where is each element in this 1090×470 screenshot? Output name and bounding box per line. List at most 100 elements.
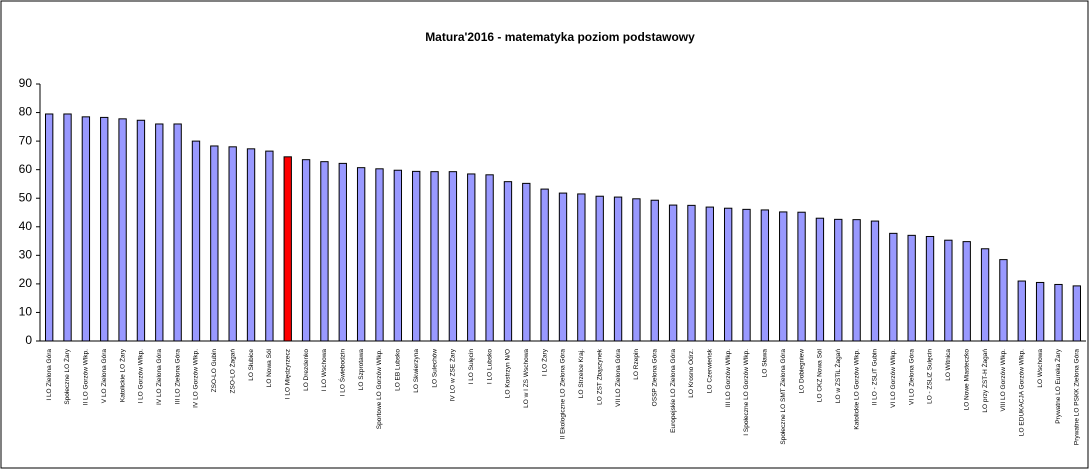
x-tick-label: LO Szprotawa	[358, 349, 365, 391]
bar	[485, 174, 494, 342]
y-tick-label: 0	[25, 333, 32, 347]
bar	[925, 235, 935, 342]
x-tick-label: IV LO Zielona Góra	[156, 349, 163, 405]
bar	[687, 204, 696, 342]
x-tick-label: I LO Świebodzin	[338, 349, 347, 397]
bar	[1054, 283, 1063, 342]
x-tick-label: Katolickie LO Gorzów Wlkp.	[853, 349, 860, 430]
x-tick-label: III LO Zielona Góra	[174, 349, 181, 405]
bar	[1017, 280, 1026, 342]
y-tick-label: 40	[19, 219, 33, 233]
bar	[356, 167, 366, 342]
x-tick-label: LO Strzelce Kraj.	[578, 349, 585, 398]
bar	[228, 146, 237, 342]
x-tick-label: LO Sulechów	[431, 349, 438, 388]
bar	[577, 193, 586, 342]
x-tick-label: Katolickie LO Żary	[117, 348, 126, 402]
x-tick-label: I LO Międzyrzecz	[284, 349, 291, 399]
bar	[742, 208, 751, 342]
x-tick-label: LO Sława	[762, 349, 769, 378]
bar	[1072, 285, 1081, 342]
x-tick-label: LO Nowe Miasteczko	[963, 349, 970, 411]
x-tick-label: LO przy ZST-H Żagań	[980, 349, 989, 413]
bar	[173, 123, 182, 342]
x-tick-label: LO Krosno Odrz.	[688, 349, 695, 398]
x-tick-label: VI LO Zielona Góra	[908, 349, 915, 405]
bar	[246, 148, 256, 342]
y-tick-label: 90	[19, 76, 33, 90]
bar	[760, 209, 770, 342]
x-tick-label: LO w ZSTiL Żagań	[833, 349, 842, 403]
bar	[632, 198, 641, 342]
x-tick-label: I LO Wschowa	[321, 349, 328, 392]
bar	[944, 239, 953, 342]
x-tick-label: II LO - ZSLiT Gubin	[872, 349, 879, 406]
x-tick-label: LO w I ZS Wschowa	[523, 349, 530, 408]
x-tick-label: VII LO Zielona Góra	[615, 349, 622, 407]
bar	[375, 168, 384, 342]
x-tick-label: I LO Gorzów Wlkp.	[138, 349, 145, 404]
x-tick-label: LO Słubice	[248, 349, 255, 381]
x-tick-label: LO - ZSLiZ Sulęcin	[927, 349, 934, 404]
bar	[320, 161, 329, 342]
y-tick-label: 30	[19, 248, 33, 262]
bar	[283, 156, 292, 342]
y-tick-label: 60	[19, 162, 33, 176]
x-tick-label: I Społeczne LO Gorzów Wlkp.	[743, 349, 750, 436]
x-tick-label: II LO Gorzów Wlkp.	[83, 349, 90, 406]
bar	[999, 259, 1008, 342]
bar	[668, 204, 678, 342]
bar	[595, 195, 604, 342]
x-tick-label: ZSO-LO Gubin	[211, 349, 218, 393]
x-tick-label: VI LO Gorzów Wlkp.	[890, 349, 897, 408]
y-tick-label: 10	[19, 305, 33, 319]
x-tick-label: IV LO w ZSE Żary	[448, 348, 457, 401]
bar	[1035, 281, 1045, 342]
bar	[100, 116, 109, 342]
bar	[522, 182, 531, 342]
x-tick-label: Europejskie LO Zielona Góra	[670, 349, 677, 433]
x-tick-label: Sportowe LO Gorzów Wlkp.	[376, 349, 383, 429]
bar	[81, 116, 91, 342]
x-tick-label: Prywatne LO PSKK Zielona Góra	[1074, 349, 1081, 445]
x-tick-label: IV LO Gorzów Wlkp.	[193, 349, 200, 408]
x-tick-label: LO CKZ Nowa Sól	[817, 348, 824, 402]
x-tick-label: II Ekologiczne LO Zielona Góra	[560, 349, 567, 440]
bar	[412, 170, 421, 342]
bar	[301, 159, 311, 342]
bar	[210, 145, 219, 342]
bar	[962, 241, 971, 342]
x-tick-label: ZSO-LO Żagań	[227, 349, 236, 394]
bar	[265, 150, 274, 342]
bar	[815, 217, 825, 342]
x-tick-label: Społeczne LO SMT Zielona Góra	[780, 349, 787, 445]
x-tick-label: I LO Sulęcin	[468, 349, 475, 385]
y-tick-label: 50	[19, 190, 33, 204]
bar	[834, 218, 843, 342]
bar	[558, 192, 568, 342]
bar	[155, 123, 164, 342]
bar	[907, 234, 916, 342]
bar	[191, 140, 201, 342]
x-tick-label: III LO Gorzów Wlkp.	[725, 349, 732, 407]
bar	[980, 248, 990, 342]
x-tick-label: V LO Zielona Góra	[101, 349, 108, 404]
bar	[540, 188, 549, 342]
bar	[338, 162, 347, 342]
x-tick-label: I LO Lubsko	[486, 349, 493, 384]
bar	[63, 113, 72, 342]
y-tick-label: 80	[19, 105, 33, 119]
bar	[779, 211, 788, 342]
bar	[797, 211, 806, 342]
bar	[467, 173, 476, 342]
chart-title: Matura'2016 - matematyka poziom podstawo…	[425, 30, 695, 44]
x-tick-label: LO Skwierzyna	[413, 349, 420, 393]
y-tick-label: 70	[19, 133, 33, 147]
bar	[723, 207, 733, 342]
x-tick-label: OSSP Zielona Góra	[651, 349, 658, 407]
x-tick-label: LO Drezdenko	[303, 349, 310, 391]
y-tick-label: 20	[19, 276, 33, 290]
bar	[448, 171, 458, 342]
